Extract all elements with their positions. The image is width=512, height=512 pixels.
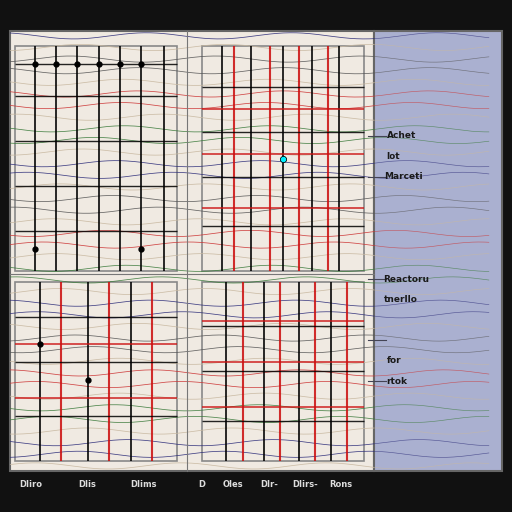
Text: rtok: rtok bbox=[387, 377, 408, 386]
Text: lot: lot bbox=[387, 152, 400, 161]
Text: Dlr-: Dlr- bbox=[260, 480, 278, 489]
Text: Dliro: Dliro bbox=[19, 480, 42, 489]
Bar bbox=[202, 46, 364, 271]
Text: Marceti: Marceti bbox=[384, 172, 422, 181]
Text: Dlims: Dlims bbox=[130, 480, 157, 489]
Text: tnerllo: tnerllo bbox=[384, 295, 418, 304]
Text: Rons: Rons bbox=[329, 480, 352, 489]
Text: Dlis: Dlis bbox=[78, 480, 96, 489]
Text: for: for bbox=[387, 356, 401, 366]
Bar bbox=[10, 31, 374, 471]
Bar bbox=[15, 282, 177, 461]
Bar bbox=[202, 282, 364, 461]
Text: Dlirs-: Dlirs- bbox=[292, 480, 317, 489]
Bar bbox=[15, 46, 177, 271]
Bar bbox=[374, 31, 502, 471]
Text: Oles: Oles bbox=[223, 480, 243, 489]
Text: Reactoru: Reactoru bbox=[383, 274, 429, 284]
Text: Achet: Achet bbox=[387, 131, 416, 140]
Text: D: D bbox=[199, 480, 206, 489]
